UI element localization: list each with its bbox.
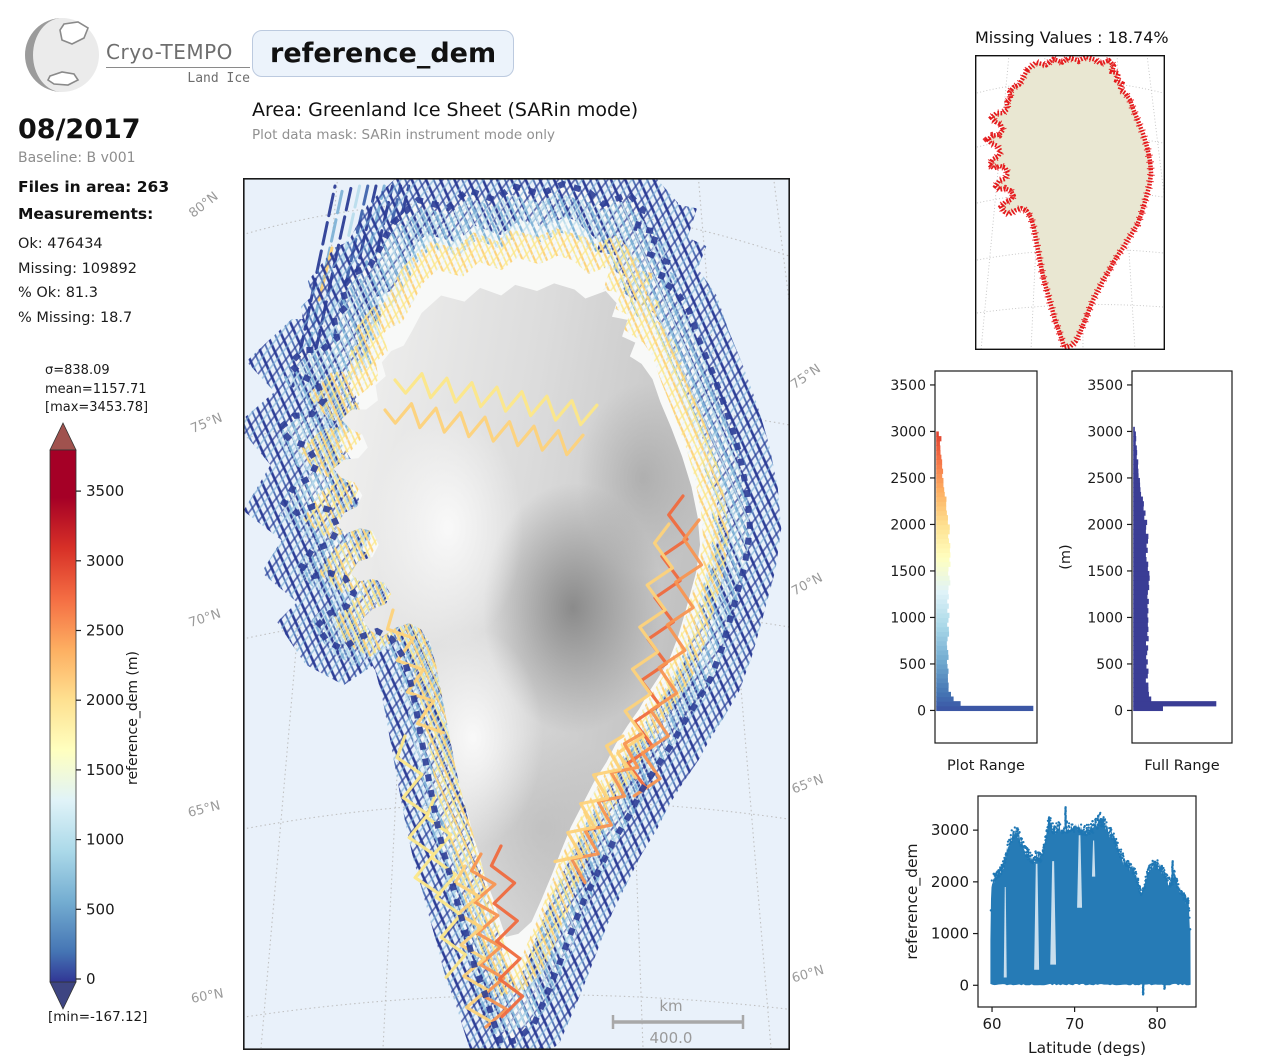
svg-text:2000: 2000 <box>86 691 124 709</box>
svg-text:Latitude (degs): Latitude (degs) <box>1028 1039 1146 1057</box>
svg-text:500: 500 <box>1096 657 1123 673</box>
svg-text:80: 80 <box>1148 1015 1167 1033</box>
svg-text:60°N: 60°N <box>190 986 225 1006</box>
colorbar-over-arrow <box>49 422 77 451</box>
measurement-stat: Ok: 476434 <box>18 236 103 252</box>
greenland-landmass <box>982 55 1155 350</box>
logo-title: Cryo-TEMPO <box>106 40 250 68</box>
svg-text:mean=1157.71: mean=1157.71 <box>45 382 147 397</box>
full-range-histogram: 0 500 1000 1500 2000 2500 3000 3500 Full Range (m… <box>1058 370 1233 774</box>
latitude-scatter-plot: 60 70 80 0 1000 2000 3000 Latitude (degs) refere… <box>903 795 1197 1057</box>
svg-text:3000: 3000 <box>1087 424 1123 440</box>
svg-text:2000: 2000 <box>931 873 969 891</box>
period-label: 08/2017 <box>18 114 141 145</box>
map-frame <box>975 55 1165 350</box>
coastal-track-crest <box>275 180 754 1048</box>
svg-text:km: km <box>659 997 682 1015</box>
cryo-tempo-logo: Cryo-TEMPO Land Ice <box>20 14 250 106</box>
svg-text:80°N: 80°N <box>186 189 221 221</box>
svg-text:0: 0 <box>917 703 926 719</box>
svg-text:3500: 3500 <box>1087 378 1123 394</box>
svg-text:500: 500 <box>86 900 115 918</box>
svg-text:500: 500 <box>899 657 926 673</box>
svg-text:70: 70 <box>1065 1015 1084 1033</box>
svg-text:3000: 3000 <box>86 552 124 570</box>
svg-text:3500: 3500 <box>86 482 124 500</box>
svg-text:0: 0 <box>1114 703 1123 719</box>
svg-text:[min=-167.12]: [min=-167.12] <box>48 1009 147 1025</box>
svg-text:3500: 3500 <box>890 378 926 394</box>
svg-text:70°N: 70°N <box>789 571 825 600</box>
measurement-stat: Missing: 109892 <box>18 260 137 277</box>
elevation-track-zigzags <box>383 372 704 1029</box>
svg-text:0: 0 <box>86 970 96 988</box>
svg-text:1000: 1000 <box>931 925 969 943</box>
area-label: Area: Greenland Ice Sheet (SARin mode) <box>252 99 639 121</box>
colorbar: 0 500 1000 1500 2000 2500 3000 3500 σ=838.09 mean… <box>45 363 148 1025</box>
svg-text:1000: 1000 <box>1087 610 1123 626</box>
svg-text:σ=838.09: σ=838.09 <box>45 363 110 378</box>
svg-text:1500: 1500 <box>1087 564 1123 580</box>
files-count-label: Files in area: 263 <box>18 178 170 196</box>
map-frame <box>243 178 790 1050</box>
svg-text:70°N: 70°N <box>187 606 223 630</box>
svg-text:1500: 1500 <box>890 564 926 580</box>
svg-text:60°N: 60°N <box>790 963 826 986</box>
svg-text:Full Range: Full Range <box>1144 758 1219 774</box>
svg-text:65°N: 65°N <box>186 798 221 820</box>
svg-text:3000: 3000 <box>890 424 926 440</box>
svg-text:[max=3453.78]: [max=3453.78] <box>45 400 148 415</box>
variable-title: reference_dem <box>252 30 515 77</box>
svg-text:1500: 1500 <box>86 761 124 779</box>
map-annotations: 80°N 75°N 70°N 65°N 60°N 75°N 70°N 65°N 60°N km 40… <box>186 189 826 1047</box>
svg-text:3000: 3000 <box>931 821 969 839</box>
svg-text:2500: 2500 <box>890 471 926 487</box>
svg-text:2000: 2000 <box>1087 517 1123 533</box>
greenland-track-map <box>243 178 790 1050</box>
svg-text:400.0: 400.0 <box>650 1029 693 1047</box>
svg-text:65°N: 65°N <box>790 772 826 797</box>
svg-text:1000: 1000 <box>86 831 124 849</box>
colorbar-under-arrow <box>49 981 77 1010</box>
logo-subtitle: Land Ice <box>187 71 250 86</box>
measurement-stat: % Missing: 18.7 <box>18 309 133 326</box>
svg-text:reference_dem: reference_dem <box>903 843 922 959</box>
svg-text:reference_dem (m): reference_dem (m) <box>125 651 141 785</box>
baseline-label: Baseline: B v001 <box>18 150 136 166</box>
measurement-stat: % Ok: 81.3 <box>18 285 98 301</box>
globe-logo-icon <box>25 18 99 92</box>
measurement-stats: Ok: 476434 Missing: 109892 % Ok: 81.3 % Mis… <box>18 232 137 330</box>
measurements-heading: Measurements: <box>18 205 154 223</box>
svg-text:75°N: 75°N <box>788 362 823 393</box>
missing-values-map <box>975 55 1165 350</box>
svg-text:2500: 2500 <box>86 622 124 640</box>
plot-range-histogram: 0 500 1000 1500 2000 2500 3000 3500 Plot Range <box>890 370 1038 774</box>
mask-label: Plot data mask: SARin instrument mode on… <box>252 127 556 143</box>
svg-text:2500: 2500 <box>1087 471 1123 487</box>
svg-text:0: 0 <box>959 976 969 994</box>
svg-text:Plot Range: Plot Range <box>947 758 1025 774</box>
svg-text:2000: 2000 <box>890 517 926 533</box>
svg-text:1000: 1000 <box>890 610 926 626</box>
missing-values-title: Missing Values : 18.74% <box>975 28 1169 47</box>
svg-text:(m): (m) <box>1058 544 1074 569</box>
svg-text:75°N: 75°N <box>189 411 225 437</box>
svg-text:60: 60 <box>982 1015 1001 1033</box>
